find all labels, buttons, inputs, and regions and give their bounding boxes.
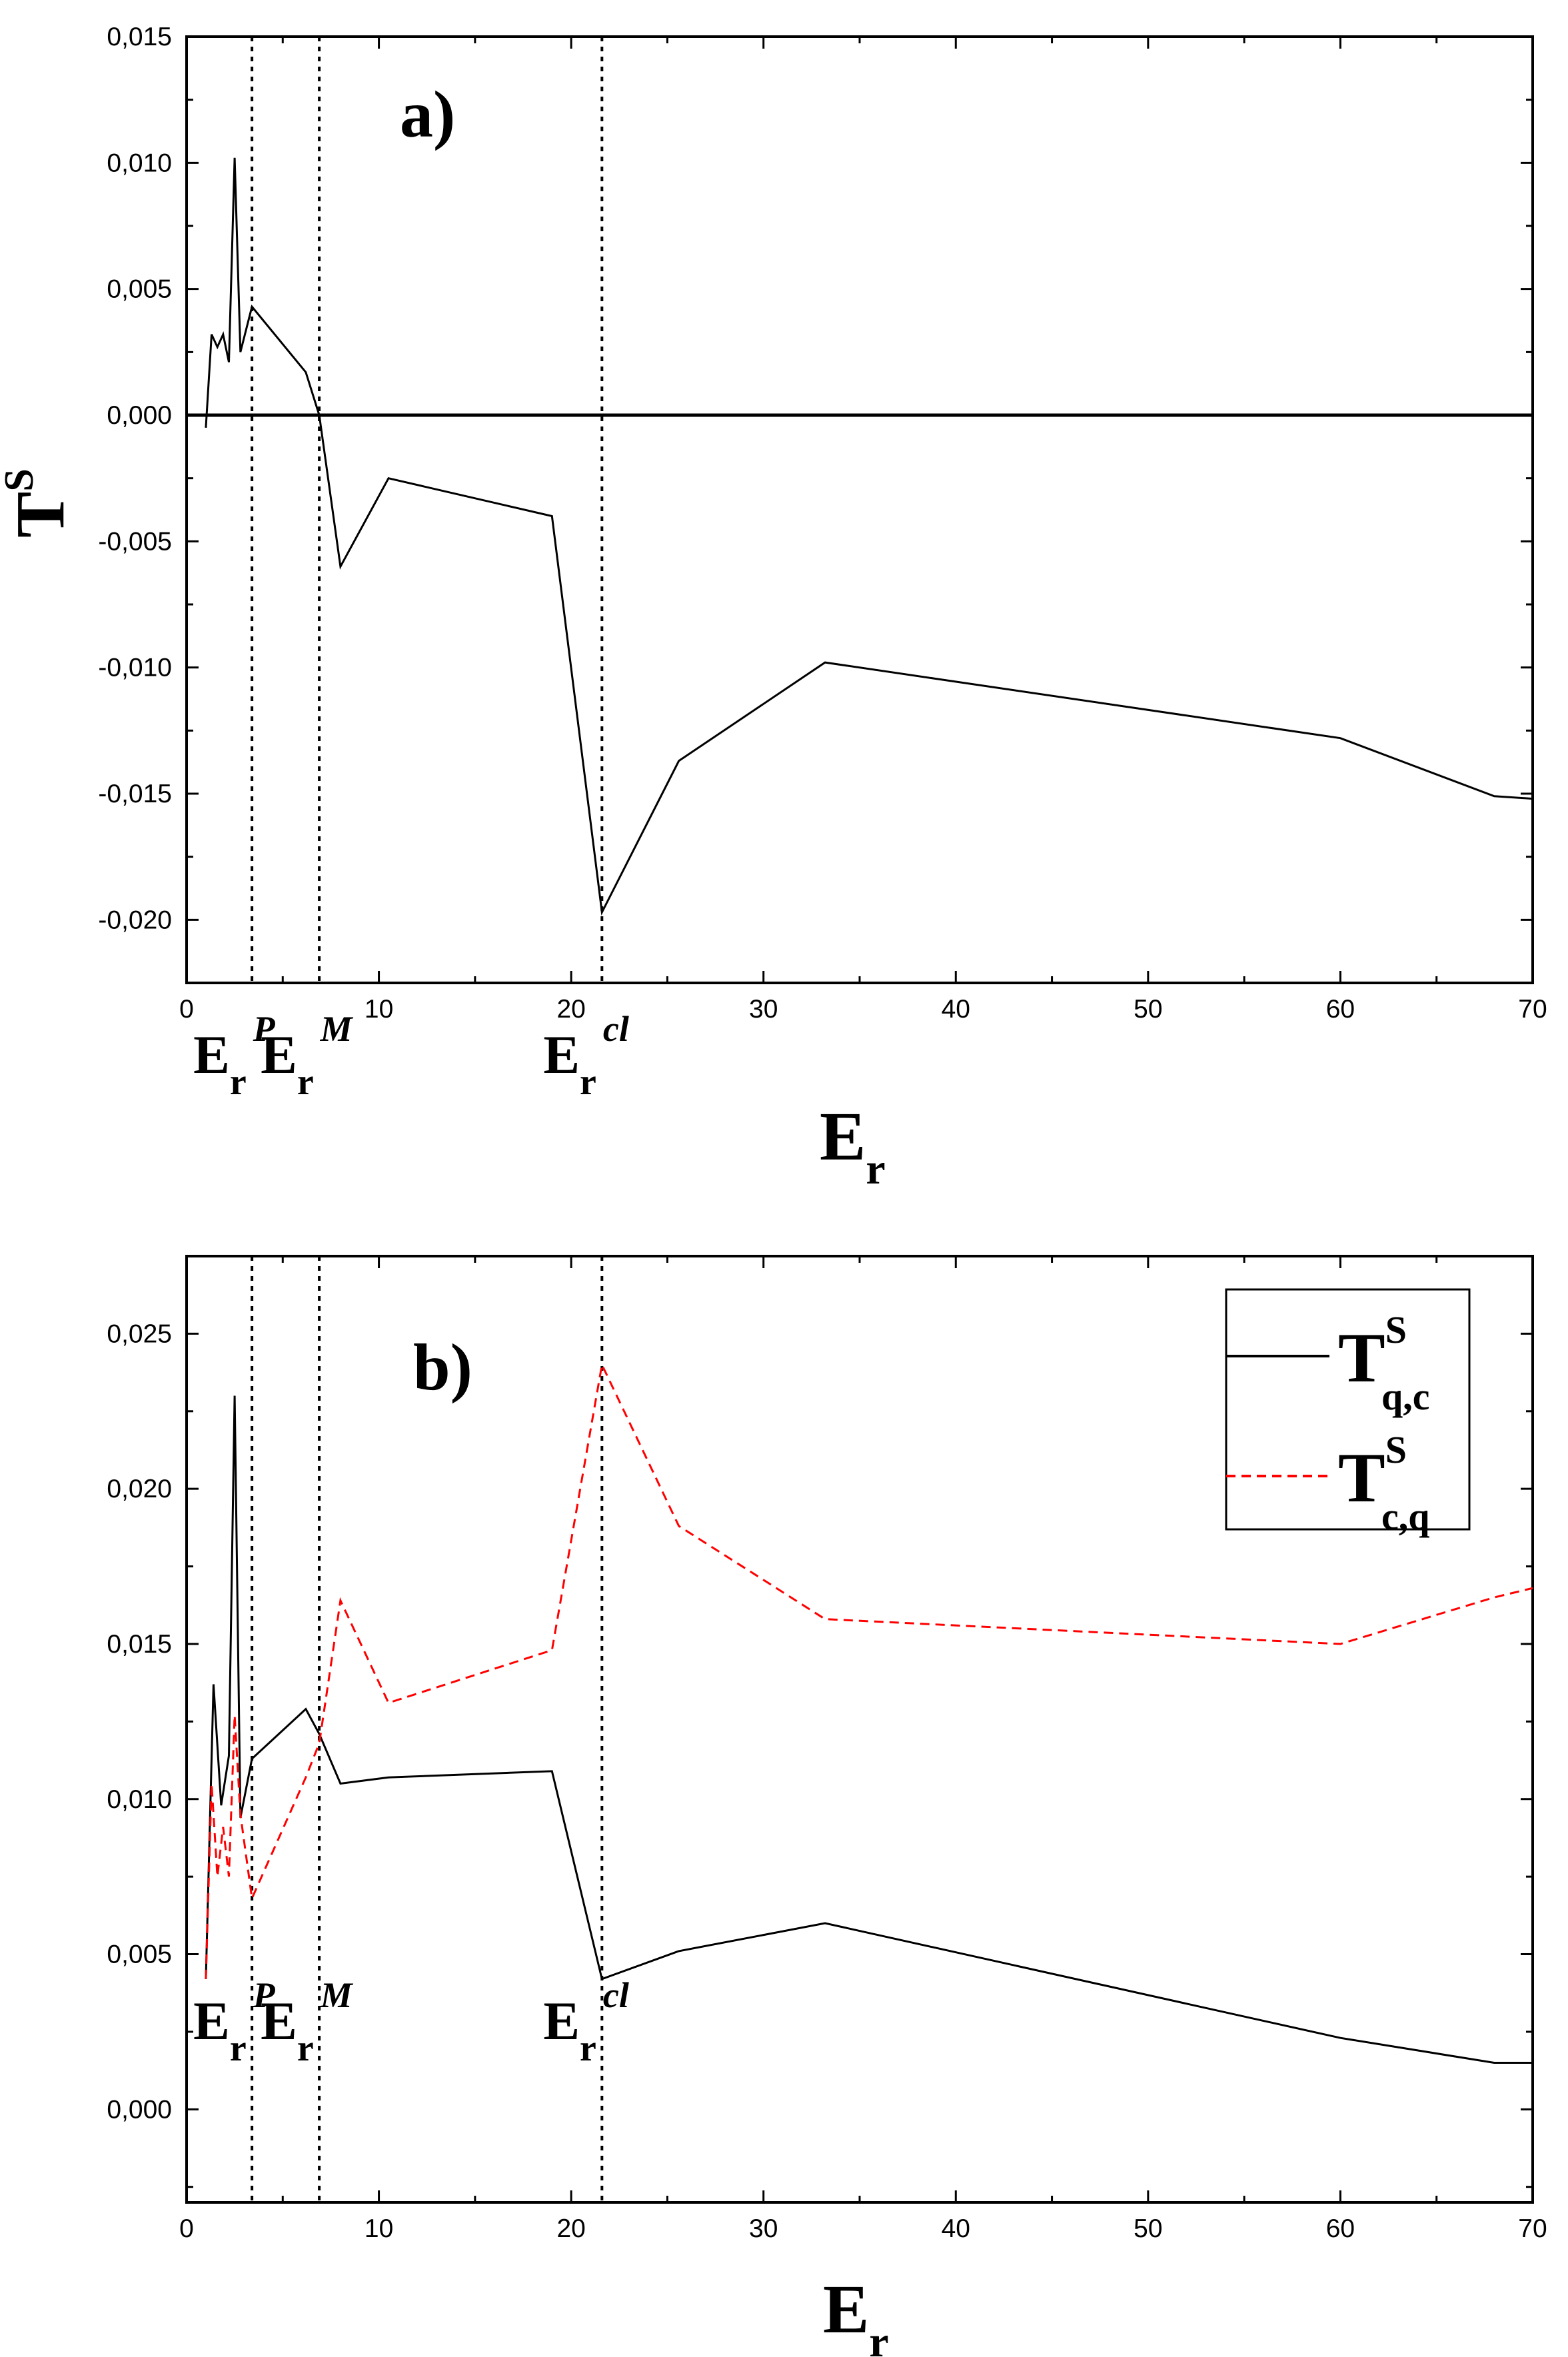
x-tick-label: 40	[942, 2214, 970, 2243]
x-tick-label: 0	[179, 995, 194, 1024]
y-axis-label: TS	[0, 468, 79, 538]
series-line-0	[205, 1395, 1533, 2064]
y-tick-label: 0,015	[107, 23, 172, 51]
vline-label-cl: Ercl	[543, 1975, 629, 2069]
vline-label-p: ErP	[193, 1009, 276, 1103]
panel-label: b)	[413, 1330, 472, 1404]
y-tick-label: 0,020	[107, 1475, 172, 1503]
panel-a: 0 10 20 30 40 50 60 70-0,020-0,015-0,010-0,0050…	[0, 23, 1547, 1193]
y-tick-label: 0,005	[107, 275, 172, 304]
y-tick-label: 0,025	[107, 1319, 172, 1348]
x-tick-label: 20	[556, 2214, 585, 2243]
y-axis: -0,020 -0,015 -0,010 -0,005 0,000 0,005 0,010 0…	[98, 23, 1533, 934]
x-tick-label: 70	[1518, 2214, 1547, 2243]
x-axis-label: Er	[823, 2271, 889, 2357]
x-tick-label: 70	[1518, 995, 1547, 1024]
x-axis-label: Er	[820, 1098, 886, 1193]
panel-b: 0 10 20 30 40 50 60 70 0,000 0,005 0,010 0,015 0,020…	[107, 1255, 1547, 2357]
x-tick-label: 20	[556, 995, 585, 1024]
x-tick-label: 30	[749, 995, 778, 1024]
y-tick-label: 0,015	[107, 1630, 172, 1659]
vline-label-cl: Ercl	[543, 1009, 629, 1103]
y-tick-label: -0,015	[98, 780, 172, 808]
series-line-0	[205, 157, 1533, 916]
x-tick-label: 30	[749, 2214, 778, 2243]
x-tick-label: 60	[1326, 995, 1355, 1024]
y-tick-label: 0,000	[107, 401, 172, 430]
y-tick-label: 0,000	[107, 2095, 172, 2124]
vline-label-m: ErM	[261, 1009, 354, 1103]
y-tick-label: 0,010	[107, 1785, 172, 1814]
plot-frame	[185, 35, 1534, 984]
y-tick-label: 0,010	[107, 149, 172, 177]
y-tick-label: -0,005	[98, 527, 172, 556]
x-tick-label: 10	[365, 2214, 393, 2243]
x-axis: 0 10 20 30 40 50 60 70	[179, 37, 1547, 1024]
legend-label-0: TS q,c	[1338, 1308, 1429, 1418]
x-tick-label: 50	[1134, 2214, 1162, 2243]
legend: TS q,c TS c,q	[1225, 1288, 1471, 1538]
x-tick-label: 0	[179, 2214, 194, 2243]
legend-label-1: TS c,q	[1338, 1428, 1429, 1538]
vline-label-p: ErP	[193, 1975, 276, 2069]
y-tick-label: 0,005	[107, 1941, 172, 1969]
x-tick-label: 40	[942, 995, 970, 1024]
vline-label-m: ErM	[261, 1975, 354, 2069]
panel-label: a)	[400, 77, 455, 151]
series-line-1	[205, 1361, 1533, 1979]
x-tick-label: 50	[1134, 995, 1162, 1024]
x-tick-label: 10	[365, 995, 393, 1024]
y-axis: 0,000 0,005 0,010 0,015 0,020 0,025	[107, 1319, 1533, 2188]
legend-box	[1225, 1288, 1471, 1531]
y-tick-label: -0,010	[98, 654, 172, 682]
x-tick-label: 60	[1326, 2214, 1355, 2243]
y-tick-label: -0,020	[98, 906, 172, 934]
x-axis: 0 10 20 30 40 50 60 70	[179, 1256, 1547, 2243]
